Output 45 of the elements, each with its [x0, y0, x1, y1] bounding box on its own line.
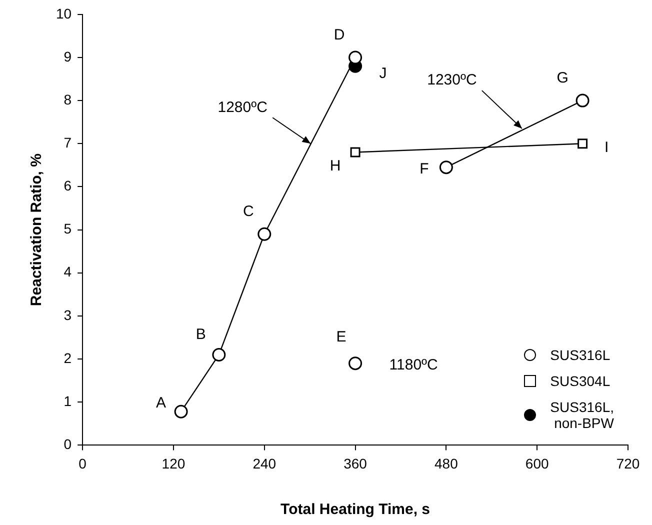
point	[576, 94, 590, 108]
y-axis-title: Reactivation Ratio, %	[28, 154, 46, 306]
point	[174, 404, 188, 418]
annotation: 1230ºC	[427, 72, 477, 89]
annotation: 1280ºC	[218, 98, 268, 116]
annotation: A	[156, 394, 166, 412]
annotation: I	[604, 138, 609, 156]
y-tick-label: 7	[64, 134, 72, 150]
point	[348, 356, 362, 370]
annotation: F	[420, 160, 429, 178]
y-tick-label: 0	[64, 436, 72, 452]
x-tick-label: 120	[162, 455, 186, 472]
x-tick-label: 240	[252, 455, 276, 472]
point	[258, 227, 272, 241]
y-tick-label: 2	[64, 350, 72, 366]
y-tick-label: 9	[64, 48, 72, 64]
annotation: J	[379, 65, 387, 82]
x-axis-title: Total Heating Time, s	[280, 501, 430, 518]
y-tick-label: 10	[56, 5, 72, 22]
x-tick-label: 720	[616, 455, 640, 472]
annotation: G	[556, 70, 568, 87]
annotation: 1180ºC	[389, 356, 438, 374]
annotation: E	[336, 328, 346, 346]
annotation: H	[330, 157, 341, 174]
y-tick-label: 3	[64, 306, 72, 323]
annotation: B	[196, 326, 206, 343]
point	[212, 348, 226, 362]
annotation: C	[242, 203, 254, 220]
point	[439, 160, 453, 174]
x-tick-label: 360	[344, 455, 368, 472]
annotation: D	[334, 26, 345, 44]
x-tick-label: 600	[525, 455, 549, 472]
point	[350, 147, 360, 158]
x-tick-label: 0	[78, 455, 87, 472]
legend-label: SUS316L, non-BPW	[550, 399, 614, 432]
legend-label: SUS316L	[550, 347, 610, 364]
point	[348, 50, 362, 64]
y-tick-label: 1	[64, 392, 72, 409]
y-tick-label: 5	[64, 220, 72, 237]
y-tick-label: 8	[64, 91, 72, 108]
y-tick-label: 4	[64, 264, 72, 280]
y-tick-label: 6	[64, 178, 72, 194]
legend-label: SUS304L	[550, 373, 610, 390]
point	[578, 138, 588, 149]
x-tick-label: 480	[434, 455, 458, 472]
